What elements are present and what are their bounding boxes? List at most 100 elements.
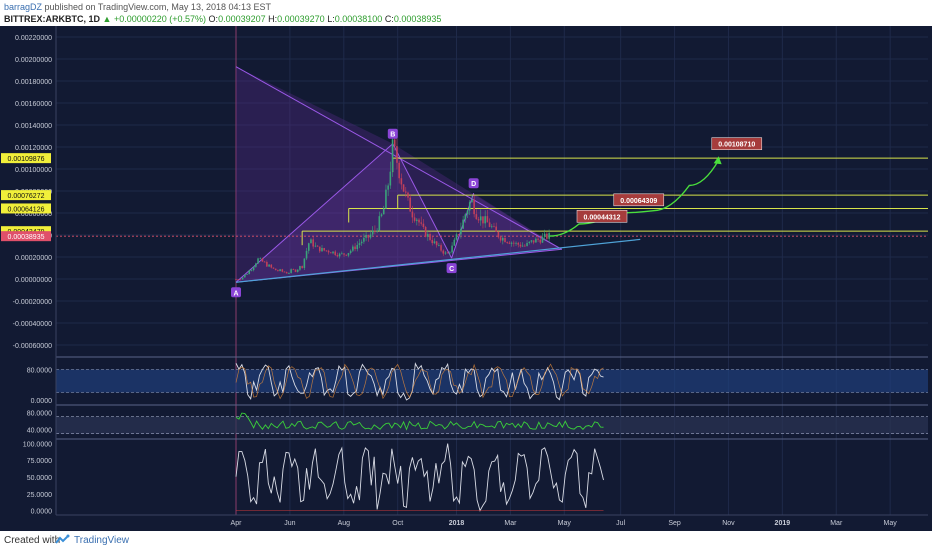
candle-body	[244, 274, 246, 278]
x-tick-label: Sep	[668, 520, 681, 527]
candle-body	[482, 216, 484, 224]
y-tick-label: -0.00060000	[13, 343, 52, 350]
candle-body	[504, 237, 506, 243]
indicator-tick-label: 0.0000	[31, 509, 53, 516]
candle-body	[318, 246, 321, 252]
candle-body	[248, 270, 251, 275]
x-tick-label: Apr	[231, 520, 243, 527]
candle-body	[513, 242, 515, 244]
indicator-panes[interactable]	[56, 356, 928, 512]
candle-body	[541, 236, 544, 243]
candle-body	[488, 222, 491, 227]
candle-body	[235, 279, 237, 280]
candle-body	[506, 242, 509, 243]
candle-body	[327, 250, 330, 253]
y-tick-label: 0.00100000	[15, 167, 52, 174]
candle-body	[369, 234, 372, 238]
candle-body	[316, 245, 319, 247]
x-tick-label: Nov	[722, 520, 735, 527]
candle-body	[367, 234, 370, 238]
candle-body	[305, 250, 308, 259]
candle-body	[521, 245, 524, 247]
tradingview-brand[interactable]: TradingView	[74, 535, 130, 546]
candle-body	[259, 258, 262, 260]
candle-body	[250, 270, 253, 271]
candle-body	[277, 270, 279, 272]
x-tick-label: Jul	[616, 520, 625, 527]
indicator-tick-label: 75.0000	[27, 458, 52, 465]
candle-body	[484, 216, 486, 224]
candle-body	[347, 253, 350, 256]
candle-body	[296, 269, 299, 272]
candle-body	[543, 233, 546, 237]
pattern-point-label: B	[390, 132, 395, 139]
candle-body	[537, 238, 539, 240]
low-label: L:	[327, 14, 335, 24]
candle-body	[391, 139, 394, 172]
indicator-tick-label: 80.0000	[27, 410, 52, 417]
candle-body	[548, 233, 550, 239]
candle-body	[497, 231, 500, 238]
candle-body	[464, 214, 467, 220]
y-tick-label: 0.00120000	[15, 145, 52, 152]
symbol-name[interactable]: BITTREX:ARKBTC, 1D	[4, 14, 100, 24]
candle-body	[407, 192, 409, 198]
candle-body	[455, 234, 458, 240]
time-axis[interactable]: Apr Jun Aug Oct 2018 Mar May Jul Sep Nov 2019 Mar Ma…	[56, 514, 928, 527]
footer: Created with TradingView	[0, 531, 932, 550]
last-price-tag	[1, 231, 51, 242]
candle-body	[449, 252, 451, 254]
tradingview-logo-icon	[55, 534, 70, 544]
candle-body	[294, 269, 297, 272]
candle-body	[272, 267, 275, 269]
price-axis[interactable]: 0.00220000 0.00200000 0.00180000 0.00160000…	[0, 26, 57, 516]
candle-body	[325, 250, 328, 252]
candle-body	[418, 219, 420, 223]
candle-body	[475, 214, 478, 220]
candle-body	[274, 268, 277, 271]
projection-arrow-icon	[713, 156, 722, 165]
target-price-label: 0.00044312	[584, 214, 621, 221]
candle-body	[292, 269, 295, 271]
open-value: 0.00039207	[218, 14, 266, 24]
chart-canvas[interactable]: A B C D 0.00044312 0.00064309 0.00108710 0.002…	[0, 26, 932, 531]
candle-body	[332, 251, 334, 254]
indicator-tick-label: 100.0000	[23, 441, 52, 448]
price-change: +0.00000220 (+0.57%)	[113, 14, 207, 24]
candle-body	[261, 258, 264, 262]
candle-body	[257, 258, 259, 264]
indicator-tick-label: 50.0000	[27, 475, 52, 482]
candle-body	[440, 245, 442, 251]
candle-body	[387, 185, 389, 190]
stoch-rsi-signal-line	[235, 363, 604, 400]
target-price-box	[613, 193, 665, 207]
candle-body	[396, 146, 398, 163]
candle-body	[471, 199, 473, 203]
candle-body	[237, 279, 240, 280]
candle-body	[404, 191, 407, 193]
candle-body	[409, 197, 411, 212]
candle-body	[323, 247, 325, 251]
author-link[interactable]: barragDZ	[4, 2, 43, 12]
x-tick-label: 2019	[775, 520, 791, 527]
target-price-label: 0.00108710	[718, 142, 755, 149]
candle-body	[266, 261, 268, 267]
candle-body	[343, 253, 345, 255]
candle-body	[429, 234, 431, 240]
candle-body	[528, 241, 531, 243]
y-tick-label: 0.00140000	[15, 123, 52, 130]
indicator-tick-label: 25.0000	[27, 492, 52, 499]
candle-body	[270, 264, 273, 268]
main-price-pane[interactable]: A B C D 0.00044312 0.00064309 0.00108710	[56, 26, 928, 515]
candle-body	[241, 277, 244, 280]
candle-body	[283, 271, 286, 273]
indicator-band	[56, 369, 928, 393]
candle-body	[442, 250, 445, 254]
close-value: 0.00038935	[393, 14, 442, 24]
y-tick-label: 0.00020000	[15, 255, 52, 262]
candle-body	[321, 247, 323, 252]
level-price-label: 0.00076272	[8, 193, 45, 200]
close-label: C:	[384, 14, 394, 24]
candle-body	[255, 263, 257, 267]
level-price-tag	[1, 203, 51, 214]
